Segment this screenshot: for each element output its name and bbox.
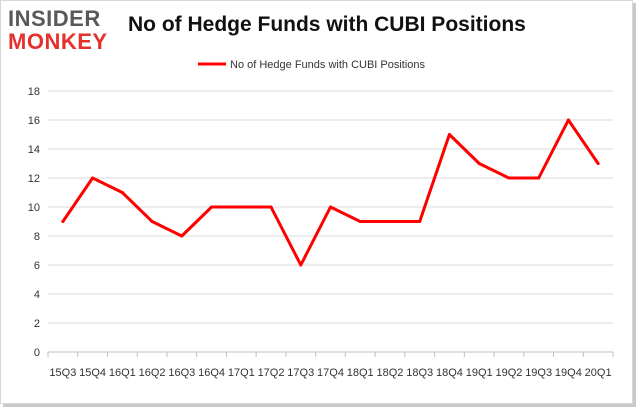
data-point (447, 133, 451, 136)
x-tick-label: 17Q1 (228, 367, 255, 379)
x-tick-label: 18Q4 (436, 367, 463, 379)
data-point (120, 191, 124, 194)
x-tick-label: 17Q3 (287, 367, 314, 379)
data-point (566, 118, 570, 122)
data-point (418, 220, 422, 223)
x-tick-label: 15Q4 (79, 367, 106, 379)
data-point (477, 162, 481, 165)
data-point (61, 220, 65, 223)
data-point (388, 220, 392, 223)
x-tick-label: 18Q1 (347, 367, 374, 379)
logo-insider-text: INSIDER (8, 6, 101, 31)
series-line-0 (61, 118, 600, 267)
y-tick-label: 0 (34, 347, 40, 359)
data-point (299, 263, 303, 267)
data-point (537, 176, 541, 180)
data-point (507, 176, 511, 180)
y-tick-label: 18 (28, 86, 40, 98)
logo-monkey-text: MONKEY (8, 29, 108, 54)
data-point (180, 234, 184, 238)
insider-monkey-logo: INSIDER MONKEY (8, 6, 116, 56)
x-tick-label: 20Q1 (585, 367, 612, 379)
y-tick-label: 8 (34, 231, 40, 243)
x-tick-label: 17Q4 (317, 367, 344, 379)
x-tick-label: 16Q4 (198, 367, 225, 379)
x-tick-label: 18Q3 (406, 367, 433, 379)
data-point (358, 220, 362, 223)
y-tick-label: 10 (28, 202, 40, 214)
data-point (329, 205, 332, 209)
y-tick-label: 16 (28, 115, 40, 127)
data-point (239, 205, 243, 209)
data-point (269, 205, 273, 209)
y-tick-label: 4 (34, 289, 40, 301)
data-point (91, 176, 95, 180)
y-tick-label: 6 (34, 260, 40, 272)
x-tick-label: 16Q2 (139, 367, 166, 379)
chart-title: No of Hedge Funds with CUBI Positions (128, 13, 526, 36)
data-point (210, 205, 214, 209)
x-tick-label: 17Q2 (258, 367, 285, 379)
legend-label: No of Hedge Funds with CUBI Positions (230, 59, 426, 71)
y-tick-label: 12 (28, 173, 40, 185)
x-tick-label: 19Q4 (555, 367, 582, 379)
x-tick-label: 19Q2 (495, 367, 522, 379)
x-tick-label: 16Q3 (168, 367, 195, 379)
x-tick-label: 15Q3 (49, 367, 76, 379)
x-tick-label: 16Q1 (109, 367, 136, 379)
x-tick-label: 19Q1 (466, 367, 493, 379)
data-point (150, 220, 154, 223)
data-point (596, 162, 600, 165)
y-tick-label: 2 (34, 318, 40, 330)
x-tick-label: 19Q3 (525, 367, 552, 379)
y-tick-label: 14 (28, 144, 40, 156)
x-tick-label: 18Q2 (377, 367, 404, 379)
